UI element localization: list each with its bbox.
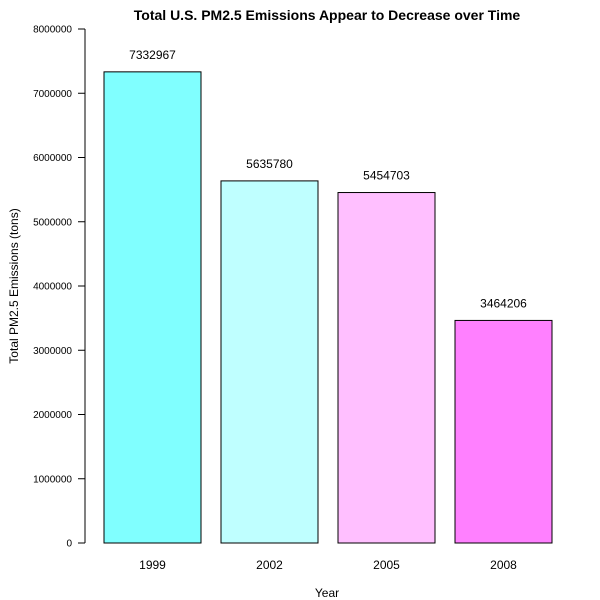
bar-value-label: 3464206 [480, 296, 527, 310]
bars [103, 71, 553, 544]
y-tick-label: 8000000 [33, 25, 72, 36]
bar-2008 [454, 319, 553, 544]
x-category-label: 1999 [139, 558, 166, 572]
bar-2002 [220, 180, 319, 544]
y-tick-label: 4000000 [33, 282, 72, 293]
y-axis: 0 1000000 2000000 3000000 4000000 5000000 6000… [33, 25, 86, 550]
x-category-label: 2005 [373, 558, 400, 572]
y-axis-label: Total PM2.5 Emissions (tons) [7, 208, 21, 363]
bar-value-label: 7332967 [129, 48, 176, 62]
x-axis-label: Year [315, 586, 339, 600]
x-category-label: 2002 [256, 558, 283, 572]
chart-title: Total U.S. PM2.5 Emissions Appear to Dec… [134, 7, 521, 23]
y-tick-label: 5000000 [33, 217, 72, 228]
y-tick-label: 7000000 [33, 89, 72, 100]
y-tick-label: 3000000 [33, 346, 72, 357]
bar-1999 [103, 71, 202, 544]
bar-2005 [337, 192, 436, 544]
x-category-label: 2008 [490, 558, 517, 572]
y-tick-label: 2000000 [33, 410, 72, 421]
y-tick-label: 0 [66, 539, 72, 550]
y-tick-label: 1000000 [33, 474, 72, 485]
x-axis-category-labels: 1999 2002 2005 2008 [139, 558, 517, 572]
y-tick-label: 6000000 [33, 153, 72, 164]
bar-value-label: 5454703 [363, 169, 410, 183]
data-labels: 7332967 5635780 5454703 3464206 [129, 48, 527, 311]
bar-value-label: 5635780 [246, 157, 293, 171]
